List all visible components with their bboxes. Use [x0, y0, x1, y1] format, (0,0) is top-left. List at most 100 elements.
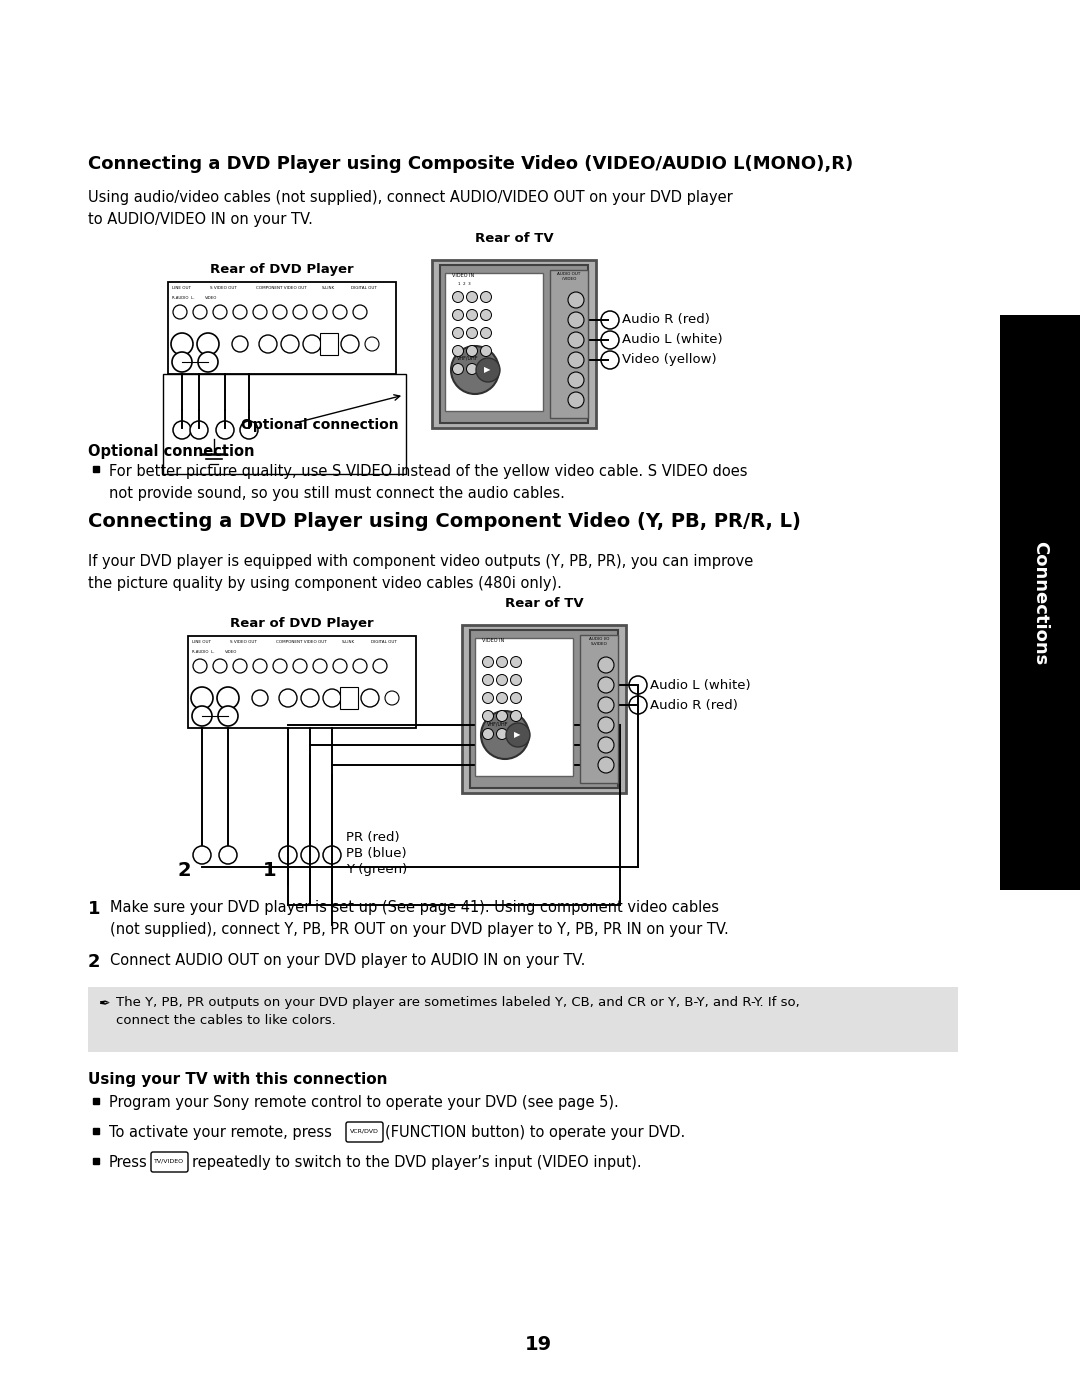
- Circle shape: [217, 687, 239, 710]
- Text: S-LINK: S-LINK: [342, 640, 355, 644]
- Circle shape: [600, 312, 619, 330]
- Text: If your DVD player is equipped with component video outputs (Y, PB, PR), you can: If your DVD player is equipped with comp…: [87, 555, 753, 591]
- Text: VHF/UHF: VHF/UHF: [487, 721, 509, 726]
- Circle shape: [232, 337, 248, 352]
- Circle shape: [313, 659, 327, 673]
- Circle shape: [293, 659, 307, 673]
- Circle shape: [600, 331, 619, 349]
- Text: To activate your remote, press: To activate your remote, press: [109, 1125, 332, 1140]
- Text: R-AUDIO  L-: R-AUDIO L-: [192, 650, 214, 654]
- Circle shape: [279, 847, 297, 863]
- Bar: [93, 1158, 99, 1164]
- Bar: [432, 260, 596, 427]
- Circle shape: [365, 337, 379, 351]
- Circle shape: [467, 345, 477, 356]
- Circle shape: [483, 728, 494, 739]
- Text: repeatedly to switch to the DVD player’s input (VIDEO input).: repeatedly to switch to the DVD player’s…: [192, 1155, 642, 1171]
- Text: AUDIO I/O
S-VIDEO: AUDIO I/O S-VIDEO: [589, 637, 609, 645]
- Circle shape: [453, 310, 463, 320]
- Text: Audio R (red): Audio R (red): [622, 313, 710, 327]
- Circle shape: [598, 757, 615, 773]
- Text: VIDEO: VIDEO: [225, 650, 238, 654]
- Text: Connect AUDIO OUT on your DVD player to AUDIO IN on your TV.: Connect AUDIO OUT on your DVD player to …: [110, 953, 585, 968]
- Text: S VIDEO OUT: S VIDEO OUT: [210, 286, 237, 291]
- Circle shape: [497, 728, 508, 739]
- Circle shape: [481, 292, 491, 303]
- Circle shape: [511, 675, 522, 686]
- Text: For better picture quality, use S VIDEO instead of the yellow video cable. S VID: For better picture quality, use S VIDEO …: [109, 464, 747, 500]
- Bar: [475, 638, 573, 775]
- Circle shape: [323, 847, 341, 863]
- Circle shape: [252, 690, 268, 705]
- Bar: [1000, 314, 1080, 890]
- Circle shape: [193, 847, 211, 863]
- Circle shape: [467, 327, 477, 338]
- Circle shape: [511, 657, 522, 668]
- Circle shape: [483, 675, 494, 686]
- Text: Video (yellow): Video (yellow): [622, 353, 717, 366]
- Text: AUDIO OUT
/VIDEO: AUDIO OUT /VIDEO: [557, 272, 581, 281]
- Circle shape: [467, 363, 477, 374]
- Bar: [87, 988, 958, 1052]
- Circle shape: [240, 420, 258, 439]
- Circle shape: [198, 352, 218, 372]
- Circle shape: [197, 332, 219, 355]
- Circle shape: [303, 335, 321, 353]
- Text: 1  2  3: 1 2 3: [458, 282, 471, 286]
- Circle shape: [453, 363, 463, 374]
- Text: DIGITAL OUT: DIGITAL OUT: [372, 640, 396, 644]
- Bar: [580, 636, 618, 782]
- Bar: [168, 282, 396, 374]
- Circle shape: [301, 689, 319, 707]
- Circle shape: [598, 738, 615, 753]
- Bar: [470, 630, 618, 788]
- Circle shape: [190, 420, 208, 439]
- Circle shape: [453, 345, 463, 356]
- Circle shape: [384, 692, 399, 705]
- Bar: [340, 687, 357, 710]
- Circle shape: [213, 305, 227, 319]
- Circle shape: [193, 305, 207, 319]
- Bar: [445, 272, 543, 411]
- Circle shape: [511, 728, 522, 739]
- Bar: [188, 636, 416, 728]
- Text: ▶: ▶: [514, 731, 521, 739]
- Circle shape: [481, 711, 529, 759]
- Circle shape: [219, 847, 237, 863]
- Circle shape: [453, 327, 463, 338]
- Circle shape: [333, 305, 347, 319]
- Circle shape: [497, 711, 508, 721]
- Circle shape: [481, 363, 491, 374]
- Text: DIGITAL OUT: DIGITAL OUT: [351, 286, 377, 291]
- Bar: [550, 270, 588, 418]
- FancyBboxPatch shape: [151, 1153, 188, 1172]
- Text: Optional connection: Optional connection: [241, 418, 399, 432]
- Circle shape: [598, 678, 615, 693]
- Circle shape: [481, 310, 491, 320]
- Text: VIDEO IN: VIDEO IN: [453, 272, 474, 278]
- Circle shape: [193, 659, 207, 673]
- Circle shape: [173, 305, 187, 319]
- Text: S VIDEO OUT: S VIDEO OUT: [230, 640, 257, 644]
- Circle shape: [451, 346, 499, 394]
- Circle shape: [273, 305, 287, 319]
- Circle shape: [481, 345, 491, 356]
- Circle shape: [483, 693, 494, 704]
- Circle shape: [568, 393, 584, 408]
- Text: COMPONENT VIDEO OUT: COMPONENT VIDEO OUT: [276, 640, 327, 644]
- Circle shape: [273, 659, 287, 673]
- Bar: [93, 1127, 99, 1134]
- Text: Press: Press: [109, 1155, 148, 1171]
- Text: VCR/DVD: VCR/DVD: [350, 1129, 378, 1133]
- Text: VIDEO IN: VIDEO IN: [482, 638, 504, 643]
- Circle shape: [511, 693, 522, 704]
- Circle shape: [253, 659, 267, 673]
- Circle shape: [216, 420, 234, 439]
- Text: Optional connection: Optional connection: [87, 444, 255, 460]
- Bar: [93, 467, 99, 472]
- Text: COMPONENT VIDEO OUT: COMPONENT VIDEO OUT: [256, 286, 307, 291]
- Circle shape: [301, 847, 319, 863]
- Text: Audio L (white): Audio L (white): [650, 679, 751, 692]
- Text: ▶: ▶: [484, 366, 490, 374]
- Circle shape: [171, 332, 193, 355]
